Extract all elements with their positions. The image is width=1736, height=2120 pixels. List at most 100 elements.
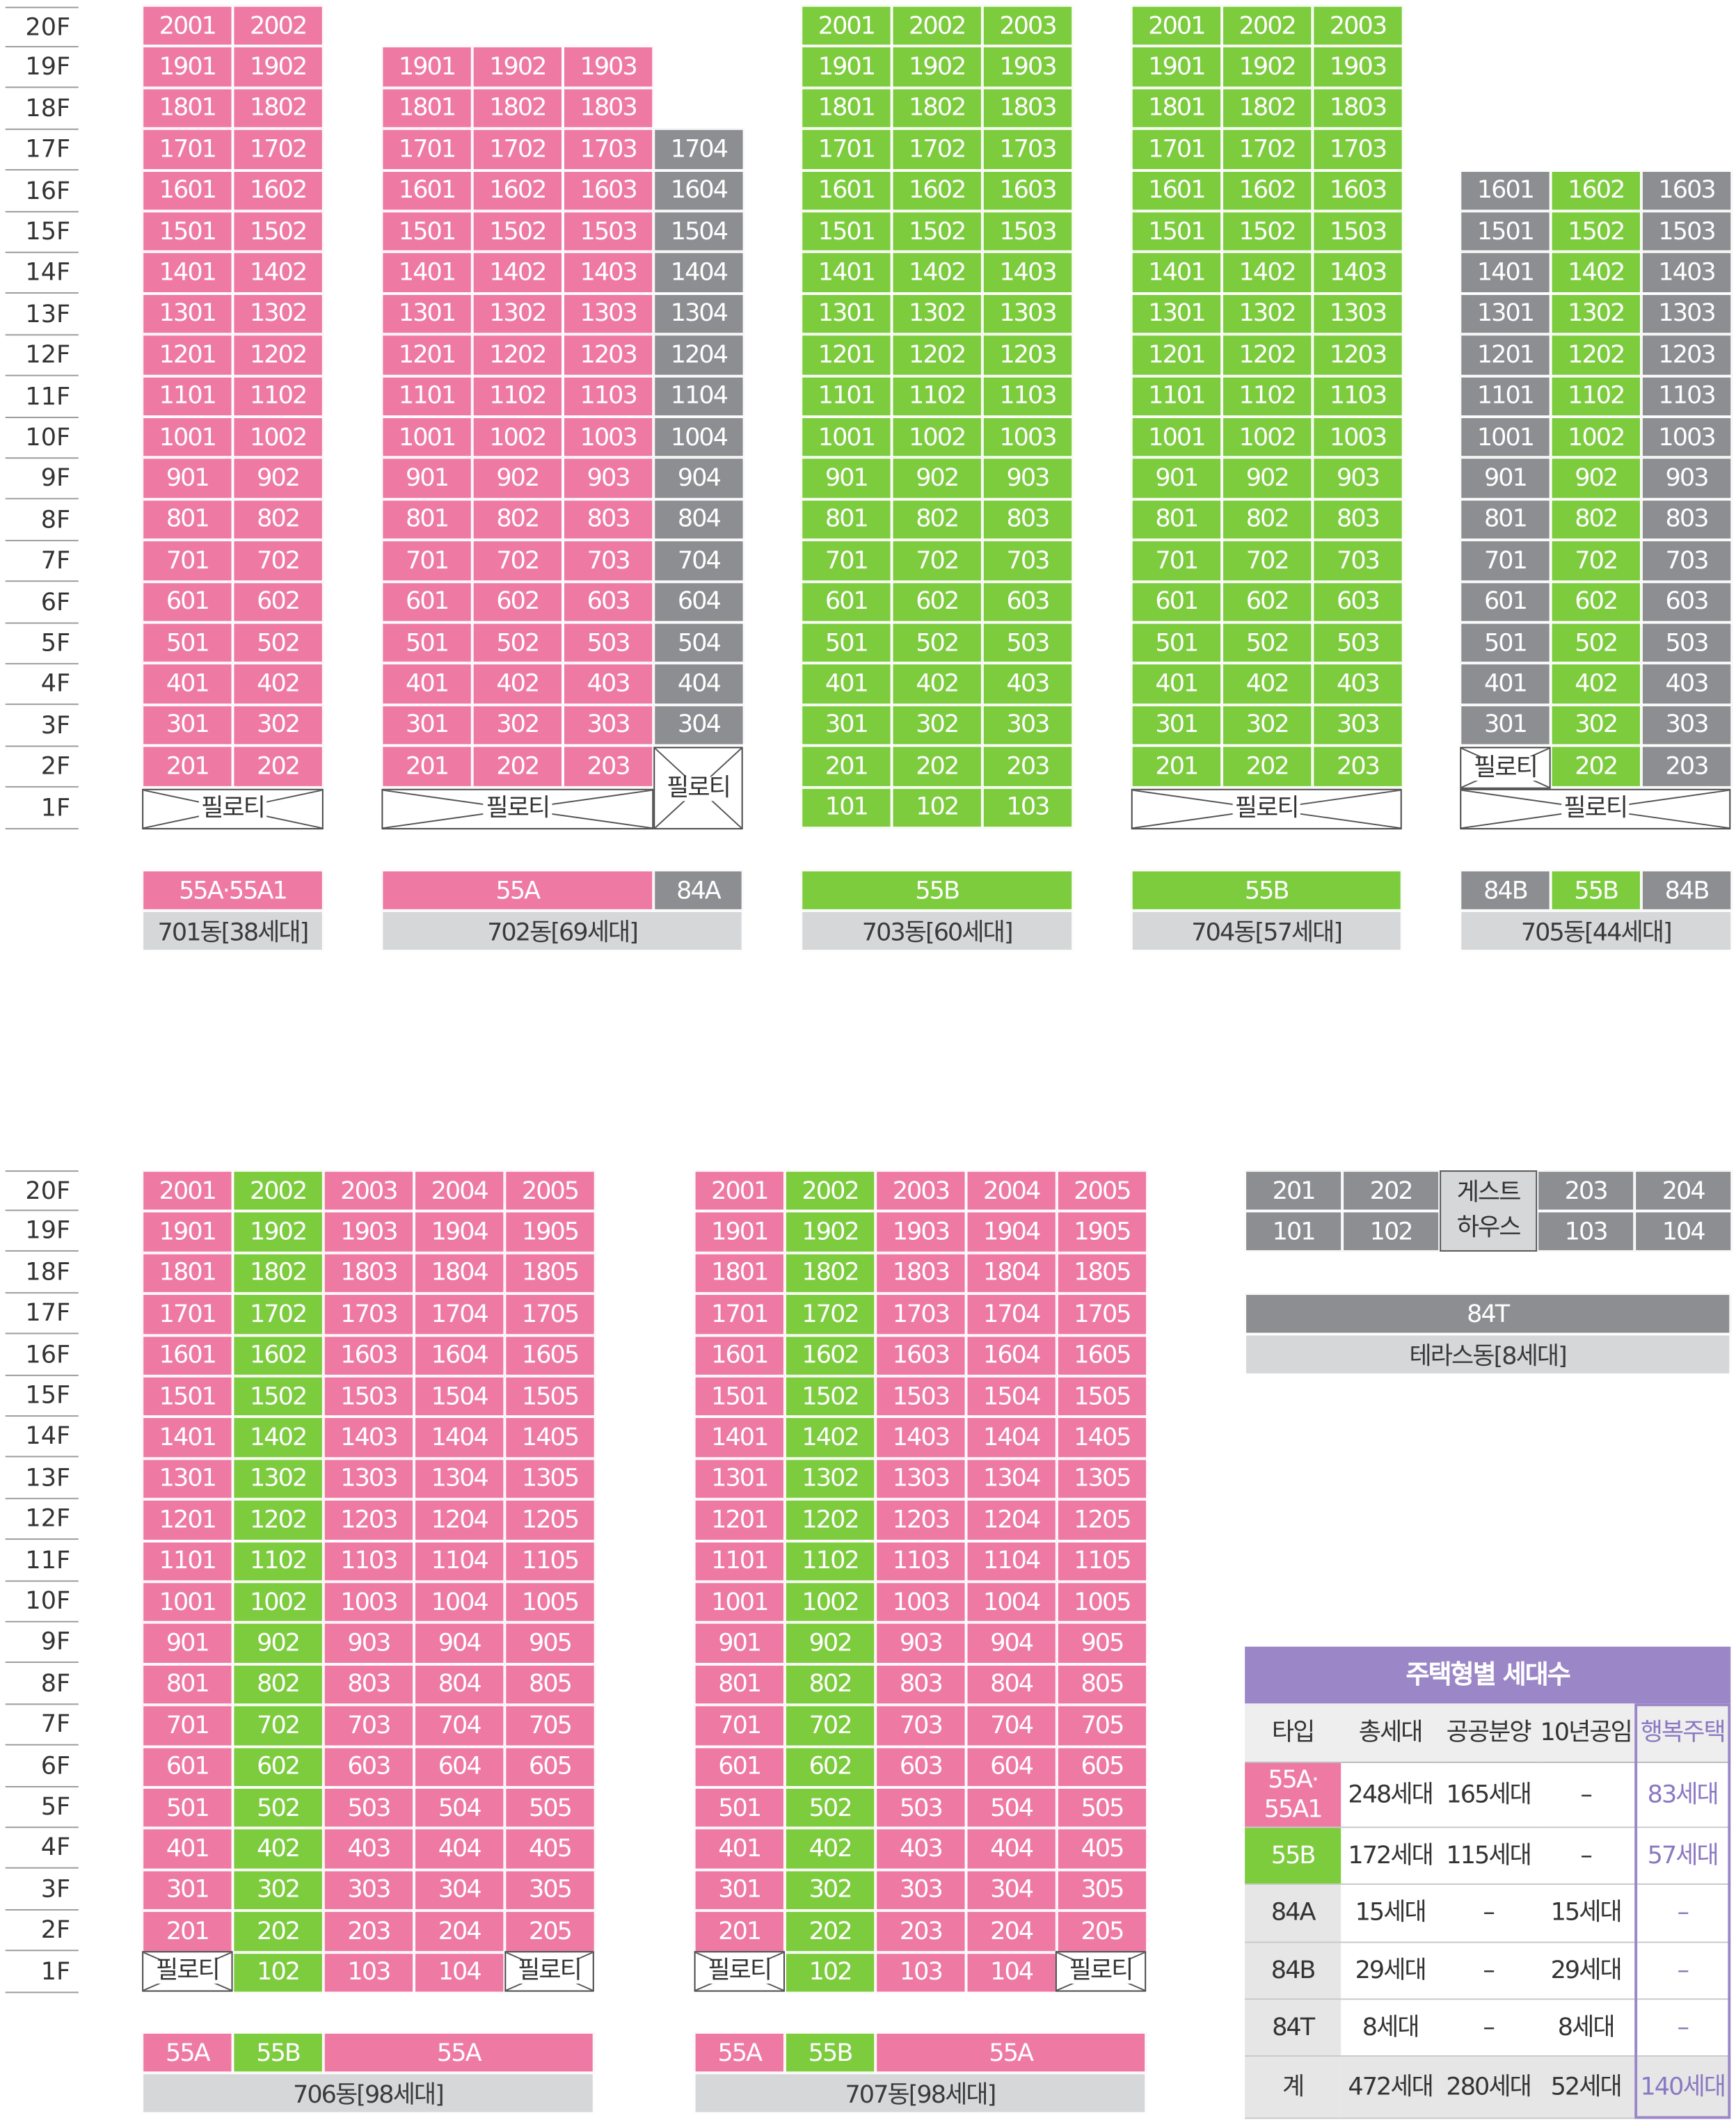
- unit-cell: 1301: [381, 293, 472, 335]
- floor-label: 10F: [5, 1581, 79, 1623]
- unit-cell: 1202: [1550, 334, 1641, 376]
- unit-cell: 302: [1550, 704, 1641, 746]
- floor-label: 9F: [5, 1623, 79, 1664]
- unit-cell: 403: [982, 663, 1074, 705]
- unit-cell: 604: [414, 1746, 505, 1787]
- unit-cell: 1001: [801, 416, 892, 459]
- unit-cell: 301: [694, 1870, 785, 1911]
- unit-cell: 905: [1056, 1623, 1148, 1664]
- type-label: 55A: [875, 2032, 1147, 2073]
- unit-cell: 1103: [1641, 375, 1733, 417]
- unit-cell: 1601: [142, 1334, 233, 1376]
- unit-cell: 603: [875, 1746, 966, 1787]
- unit-cell: 1902: [891, 46, 982, 88]
- unit-cell: 601: [801, 581, 892, 623]
- table-cell: 15세대: [1537, 1885, 1635, 1943]
- unit-cell: 1901: [694, 1211, 785, 1253]
- table-cell: 29세대: [1537, 1943, 1635, 2000]
- unit-cell: 1403: [982, 252, 1074, 294]
- unit-cell: 801: [1131, 499, 1223, 541]
- guest-house-label: 하우스: [1456, 1213, 1522, 1243]
- unit-cell: 1203: [875, 1499, 966, 1541]
- unit-cell: 901: [142, 1623, 233, 1664]
- unit-cell: 1603: [1641, 170, 1733, 212]
- table-cell: –: [1537, 1763, 1635, 1828]
- unit-cell: 1302: [784, 1458, 876, 1500]
- unit-cell: 1104: [966, 1540, 1057, 1582]
- unit-cell: 304: [966, 1870, 1057, 1911]
- unit-cell: 2002: [232, 5, 324, 47]
- unit-cell: 1501: [1460, 211, 1551, 253]
- unit-cell: 804: [653, 499, 744, 541]
- unit-cell: 1602: [784, 1334, 876, 1376]
- unit-cell: 503: [562, 622, 654, 664]
- unit-cell: 1702: [1222, 129, 1313, 170]
- unit-cell: 401: [142, 1828, 233, 1870]
- unit-cell: 1602: [891, 170, 982, 212]
- unit-cell: 502: [1222, 622, 1313, 664]
- pilotis-cell: 필로티: [142, 1951, 233, 1992]
- unit-cell: 701: [381, 540, 472, 582]
- unit-cell: 1202: [232, 334, 324, 376]
- unit-cell: 1102: [784, 1540, 876, 1582]
- unit-cell: 1002: [1550, 416, 1641, 459]
- unit-cell: 1804: [414, 1252, 505, 1294]
- unit-cell: 1702: [472, 129, 563, 170]
- unit-cell: 1101: [142, 1540, 233, 1582]
- unit-cell: 1303: [982, 293, 1074, 335]
- unit-cell: 1903: [982, 46, 1074, 88]
- table-cell: 84B: [1245, 1943, 1341, 2000]
- unit-cell: 1001: [142, 416, 233, 459]
- unit-cell: 405: [1056, 1828, 1148, 1870]
- unit-cell: 1904: [966, 1211, 1057, 1253]
- type-label: 84B: [1641, 870, 1733, 911]
- unit-cell: 602: [891, 581, 982, 623]
- unit-cell: 304: [414, 1870, 505, 1911]
- floor-label: 4F: [5, 1828, 79, 1870]
- unit-cell: 1203: [562, 334, 654, 376]
- floor-label: 12F: [5, 336, 79, 376]
- table-header: 총세대: [1341, 1703, 1440, 1763]
- unit-cell: 203: [875, 1911, 966, 1952]
- unit-cell: 501: [381, 622, 472, 664]
- table-cell: 172세대: [1341, 1828, 1440, 1885]
- unit-cell: 1501: [694, 1376, 785, 1417]
- unit-cell: 603: [562, 581, 654, 623]
- unit-cell: 505: [1056, 1787, 1148, 1829]
- unit-cell: 904: [414, 1623, 505, 1664]
- unit-cell: 702: [1222, 540, 1313, 582]
- unit-cell: 602: [232, 581, 324, 623]
- unit-cell: 1501: [1131, 211, 1223, 253]
- unit-cell: 2003: [323, 1170, 415, 1212]
- unit-cell: 601: [1460, 581, 1551, 623]
- unit-cell: 1803: [982, 88, 1074, 129]
- unit-cell: 805: [1056, 1664, 1148, 1705]
- unit-cell: 302: [232, 704, 324, 746]
- unit-cell: 1904: [414, 1211, 505, 1253]
- type-label: 55A·55A1: [142, 870, 324, 911]
- unit-cell: 1805: [1056, 1252, 1148, 1294]
- unit-cell: 704: [653, 540, 744, 582]
- floor-label: 15F: [5, 1376, 79, 1417]
- unit-cell: 403: [562, 663, 654, 705]
- unit-cell: 1901: [1131, 46, 1223, 88]
- unit-cell: 502: [1550, 622, 1641, 664]
- unit-cell: 1702: [891, 129, 982, 170]
- unit-cell: 404: [414, 1828, 505, 1870]
- unit-cell: 802: [472, 499, 563, 541]
- unit-cell: 1604: [653, 170, 744, 212]
- unit-cell: 503: [1312, 622, 1403, 664]
- table-cell: 8세대: [1537, 2000, 1635, 2057]
- unit-cell: 1503: [875, 1376, 966, 1417]
- unit-cell: 1603: [1312, 170, 1403, 212]
- unit-cell: 1203: [982, 334, 1074, 376]
- unit-cell: 1002: [472, 416, 563, 459]
- pilotis-label: 필로티: [1232, 796, 1301, 822]
- unit-cell: 1401: [694, 1417, 785, 1458]
- type-label: 55A: [694, 2032, 785, 2073]
- table-cell: 55B: [1245, 1828, 1341, 1885]
- unit-cell: 405: [504, 1828, 596, 1870]
- unit-cell: 1601: [381, 170, 472, 212]
- unit-cell: 1601: [142, 170, 233, 212]
